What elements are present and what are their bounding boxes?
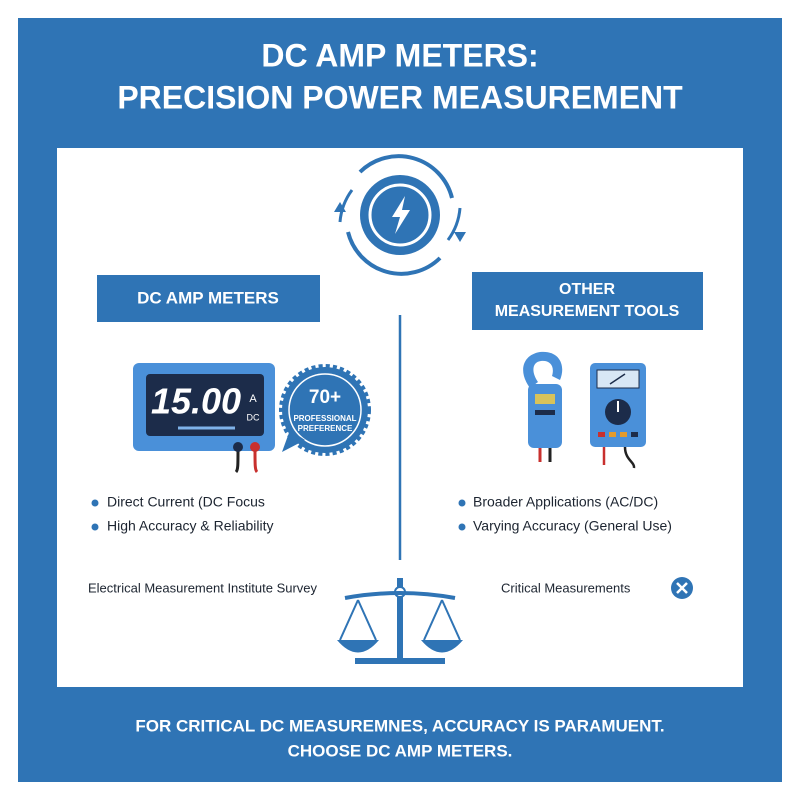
meter-unit: A bbox=[249, 393, 257, 405]
title-line: PRECISION POWER MEASUREMENT bbox=[117, 79, 683, 115]
footer-line: CHOOSE DC AMP METERS. bbox=[288, 741, 513, 760]
bullet: Direct Current (DC Focus bbox=[107, 494, 265, 510]
source: Electrical Measurement Institute Survey bbox=[88, 580, 318, 595]
clamp-meter bbox=[523, 351, 563, 462]
badge bbox=[279, 364, 371, 456]
heading: DC AMP METERS bbox=[137, 288, 279, 307]
bullet: Broader Applications (AC/DC) bbox=[473, 494, 658, 510]
bullet-dot bbox=[91, 499, 99, 507]
badge-label: PREFERENCE bbox=[298, 424, 353, 433]
title-line: DC AMP METERS: bbox=[261, 37, 538, 73]
dc-meter bbox=[133, 363, 275, 474]
note: Critical Measurements bbox=[501, 580, 631, 595]
badge-value: 70+ bbox=[309, 387, 341, 408]
meter-reading: 15.00 bbox=[151, 381, 241, 422]
bullet-dot bbox=[458, 523, 466, 531]
balance-scale bbox=[337, 578, 463, 664]
gauge-icon bbox=[334, 154, 466, 276]
bullet: Varying Accuracy (General Use) bbox=[473, 518, 672, 534]
cross-icon bbox=[671, 577, 693, 599]
heading: MEASUREMENT TOOLS bbox=[495, 303, 680, 320]
bullet-dot bbox=[458, 499, 466, 507]
badge-label: PROFESSIONAL bbox=[293, 414, 356, 423]
heading-box bbox=[472, 272, 703, 330]
multimeter bbox=[590, 363, 646, 469]
bullet-dot bbox=[91, 523, 99, 531]
meter-mode: DC bbox=[247, 412, 260, 422]
bullet: High Accuracy & Reliability bbox=[107, 518, 274, 534]
footer-line: FOR CRITICAL DC MEASUREMNES, ACCURACY IS… bbox=[135, 716, 664, 735]
heading-box bbox=[97, 275, 320, 322]
heading: OTHER bbox=[559, 281, 615, 298]
